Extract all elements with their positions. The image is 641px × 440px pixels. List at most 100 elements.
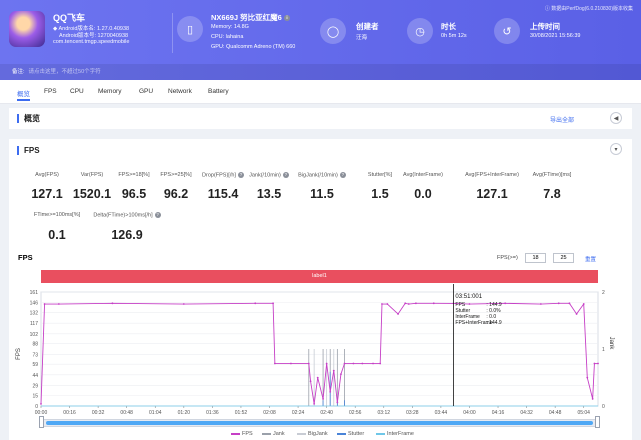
remark-input[interactable]: 请点击这里，不超过50个字符 bbox=[28, 69, 101, 75]
remark-label: 备注: bbox=[12, 69, 25, 75]
metric-label: BigJank(/10min)? bbox=[282, 172, 362, 178]
metric-value: 127.1 bbox=[31, 187, 63, 201]
label-bar[interactable]: label1 bbox=[41, 270, 598, 283]
app-info: QQ飞车 ◆ Android版本名: 1.27.0.40938 Android版… bbox=[9, 8, 171, 60]
creator-value: 汪海 bbox=[356, 35, 368, 41]
legend-label: FPS bbox=[242, 431, 253, 437]
metric-label-text: BigJank(/10min) bbox=[298, 172, 338, 179]
tab-fps[interactable]: FPS bbox=[44, 88, 57, 95]
metric-label: Var(FPS) bbox=[52, 172, 132, 178]
export-all-link[interactable]: 导出全部 bbox=[550, 118, 575, 124]
divider bbox=[172, 13, 173, 53]
metric-label-text: Avg(InterFrame) bbox=[403, 172, 443, 178]
help-icon[interactable]: ? bbox=[237, 172, 244, 178]
duration-value: 0h 5m 12s bbox=[441, 33, 467, 39]
overview-card: 概览 导出全部 ◀ bbox=[9, 108, 632, 129]
legend-swatch bbox=[231, 432, 240, 435]
collector-notice: ⓘ 数据由PerfDog(6.0.210830)版本收集 bbox=[544, 6, 633, 12]
clock-icon: ◷ bbox=[407, 18, 433, 44]
metric-value: 0.1 bbox=[48, 228, 66, 242]
legend-label: BigJank bbox=[308, 431, 328, 437]
metric-value: 1520.1 bbox=[72, 187, 112, 201]
legend-item-fps[interactable]: FPS bbox=[231, 431, 253, 437]
fps-threshold-2-input[interactable]: 25 bbox=[553, 253, 574, 263]
metric-value: 96.5 bbox=[121, 187, 147, 201]
fps-threshold-label: FPS(>=) bbox=[497, 255, 518, 261]
tab-overview[interactable]: 概览 bbox=[17, 88, 30, 101]
chart-scrollbar[interactable] bbox=[41, 419, 598, 427]
metric-value: 115.4 bbox=[207, 187, 239, 201]
tab-battery[interactable]: Battery bbox=[208, 88, 229, 95]
metric-label-text: Avg(FPS+InterFrame) bbox=[465, 172, 519, 178]
app-version-code: Android版本号: 1270040938 bbox=[59, 33, 129, 39]
legend-swatch bbox=[376, 432, 385, 435]
device-cpu: CPU: lahaina bbox=[211, 34, 244, 40]
duration-title: 时长 bbox=[441, 22, 456, 31]
info-icon[interactable]: i bbox=[283, 15, 290, 22]
device-gpu: GPU: Qualcomm Adreno (TM) 660 bbox=[211, 44, 296, 50]
help-icon[interactable]: ? bbox=[282, 172, 289, 178]
scroll-handle-right[interactable] bbox=[595, 416, 600, 428]
report-header: QQ飞车 ◆ Android版本名: 1.27.0.40938 Android版… bbox=[0, 0, 641, 80]
metric-label: Avg(InterFrame) bbox=[383, 172, 463, 178]
legend-swatch bbox=[262, 432, 271, 435]
metric-value: 126.9 bbox=[111, 228, 143, 242]
metric-value: 96.2 bbox=[163, 187, 189, 201]
help-icon[interactable]: ? bbox=[339, 172, 346, 178]
metric-label-text: Delta(FTime)>100ms[/h] bbox=[93, 212, 153, 219]
help-icon[interactable]: ? bbox=[154, 212, 161, 218]
metric-label: Avg(FPS+InterFrame) bbox=[452, 172, 532, 178]
metric-label: FPS>=18[%] bbox=[94, 172, 174, 178]
fps-section-title: FPS bbox=[17, 146, 40, 155]
fps-threshold-1-input[interactable]: 18 bbox=[525, 253, 546, 263]
metric-label-text: FPS>=18[%] bbox=[118, 172, 150, 178]
chevron-down-icon[interactable]: ▾ bbox=[610, 143, 622, 155]
tab-gpu[interactable]: GPU bbox=[139, 88, 154, 95]
tab-memory[interactable]: Memory bbox=[98, 88, 122, 95]
history-icon: ↺ bbox=[494, 18, 520, 44]
scroll-handle-left[interactable] bbox=[39, 416, 44, 428]
device-memory: Memory: 14.8G bbox=[211, 24, 249, 30]
remark-bar[interactable]: 备注: 请点击这里，不超过50个字符 bbox=[0, 64, 641, 80]
legend-label: InterFrame bbox=[387, 431, 414, 437]
metric-label: Avg(FPS) bbox=[7, 172, 87, 178]
metric-label-text: Avg(FTime)[ms] bbox=[532, 172, 572, 178]
app-package: com.tencent.tmgp.speedmobile bbox=[53, 39, 130, 45]
metric-label-text: Jank(/10min) bbox=[249, 172, 281, 179]
legend-item-interframe[interactable]: InterFrame bbox=[376, 431, 414, 437]
scrollbar-thumb[interactable] bbox=[46, 421, 593, 425]
metric-label-text: Drop(FPS)[/h] bbox=[202, 172, 236, 179]
creator-title: 创建者 bbox=[356, 22, 379, 31]
legend-swatch bbox=[297, 432, 306, 435]
metric-label-text: Var(FPS) bbox=[80, 172, 104, 178]
app-version-name: Android版本名: 1.27.0.40938 bbox=[58, 26, 130, 32]
tab-cpu[interactable]: CPU bbox=[70, 88, 84, 95]
metric-label-text: Stutter[%] bbox=[367, 172, 393, 178]
legend-item-jank[interactable]: Jank bbox=[262, 431, 285, 437]
legend-item-stutter[interactable]: Stutter bbox=[337, 431, 364, 437]
metric-label: Jank(/10min)? bbox=[229, 172, 309, 178]
overview-title: 概览 bbox=[17, 114, 40, 123]
app-name: QQ飞车 bbox=[53, 13, 86, 23]
upload-value: 30/08/2021 15:56:39 bbox=[530, 33, 581, 39]
metric-value: 0.0 bbox=[414, 187, 432, 201]
metric-label: Avg(FTime)[ms] bbox=[512, 172, 592, 178]
legend-label: Jank bbox=[273, 431, 285, 437]
legend-label: Stutter bbox=[348, 431, 365, 437]
metric-value: 1.5 bbox=[371, 187, 389, 201]
app-icon bbox=[9, 11, 45, 47]
metric-value: 127.1 bbox=[476, 187, 508, 201]
legend-item-bigjank[interactable]: BigJank bbox=[297, 431, 328, 437]
tab-network[interactable]: Network bbox=[168, 88, 192, 95]
metric-label: FPS>=25[%] bbox=[136, 172, 216, 178]
metric-label: Drop(FPS)[/h]? bbox=[183, 172, 263, 178]
metric-label-text: FPS>=25[%] bbox=[160, 172, 192, 178]
android-icon: ◆ Android版本名: 1.27.0.40938 bbox=[53, 26, 130, 32]
metric-label-text: Avg(FPS) bbox=[35, 172, 59, 178]
chart-title: FPS bbox=[18, 253, 33, 262]
reset-button[interactable]: 重置 bbox=[585, 257, 597, 263]
device-model: NX669J 努比亚红魔6 i bbox=[211, 12, 290, 23]
chevron-left-icon[interactable]: ◀ bbox=[610, 112, 622, 124]
metric-value: 7.8 bbox=[543, 187, 561, 201]
legend-swatch bbox=[337, 432, 346, 435]
